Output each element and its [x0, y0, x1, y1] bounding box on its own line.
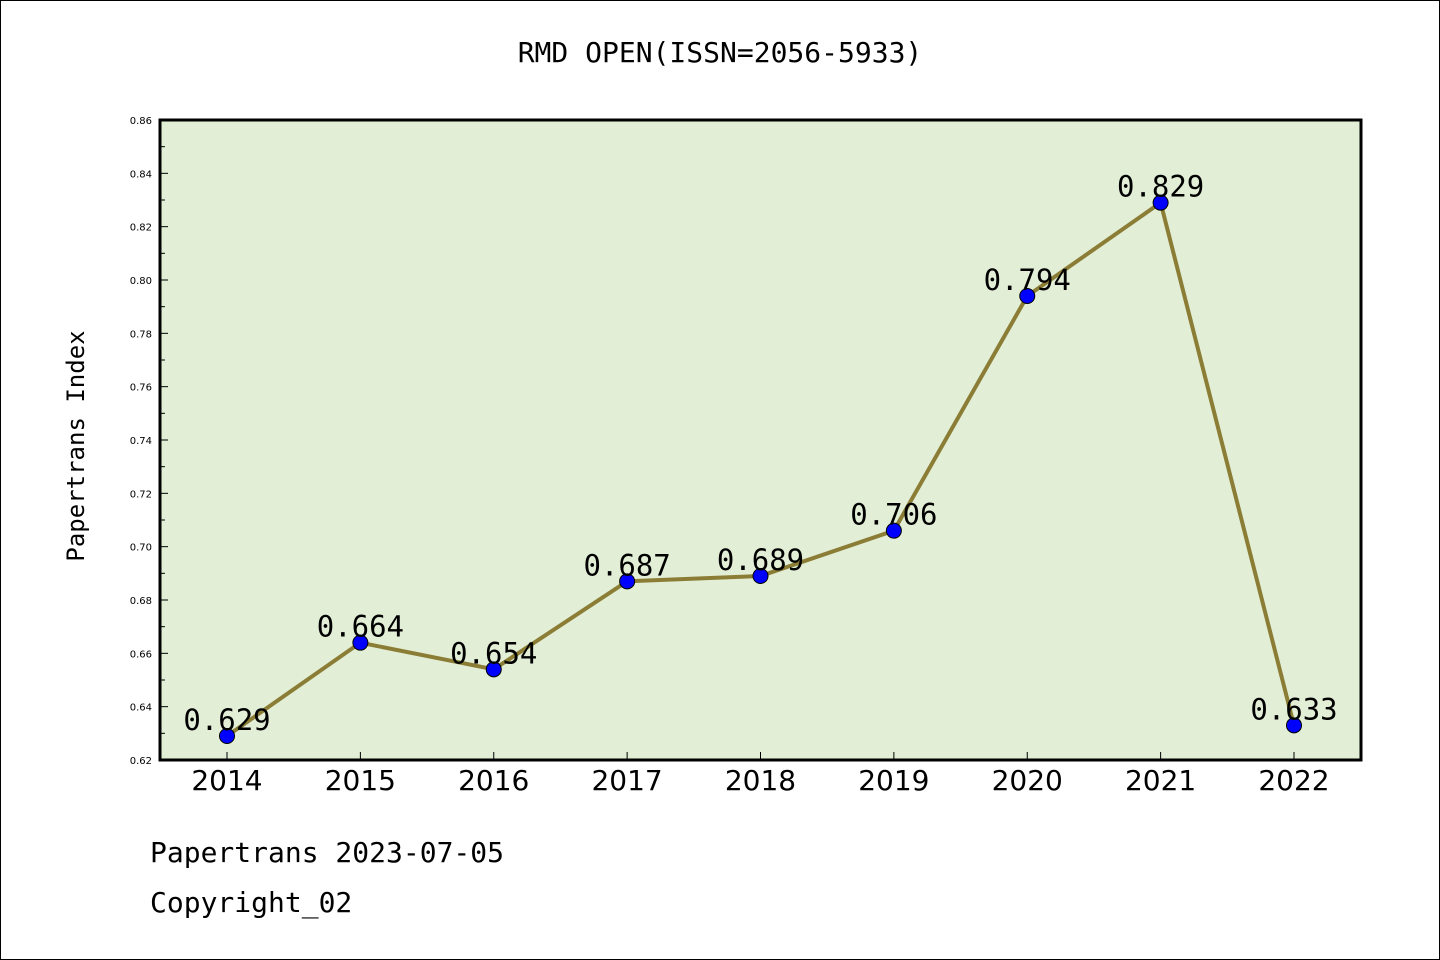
- x-tick-label: 2019: [858, 764, 929, 797]
- y-tick-label: 0.62: [130, 756, 152, 767]
- chart-title: RMD OPEN(ISSN=2056-5933): [517, 36, 923, 69]
- y-tick-label: 0.64: [130, 703, 152, 714]
- data-point: [352, 634, 369, 651]
- y-tick-label: 0.76: [130, 383, 152, 394]
- x-tick-label: 2022: [1258, 764, 1329, 797]
- y-tick-label: 0.68: [130, 596, 152, 607]
- y-tick-label: 0.86: [130, 116, 152, 127]
- y-tick-label: 0.70: [130, 543, 152, 554]
- data-point: [219, 728, 235, 744]
- y-tick-label: 0.78: [130, 329, 152, 340]
- data-labels: 0.629 0.664 0.654 0.687 0.689 0.706 0.794 0.829…: [183, 170, 1337, 737]
- y-tick-label: 0.72: [130, 489, 152, 500]
- footer-copyright: Copyright_02: [150, 886, 353, 919]
- x-tick-label: 2018: [725, 764, 796, 797]
- data-label: 0.829: [1117, 170, 1204, 204]
- data-point: [1019, 288, 1036, 304]
- data-label: 0.654: [450, 636, 537, 670]
- y-tick-label: 0.66: [130, 649, 152, 660]
- data-point: [1152, 194, 1169, 211]
- data-label: 0.687: [583, 548, 670, 582]
- data-label: 0.794: [984, 263, 1071, 297]
- y-tick-label: 0.80: [130, 276, 152, 287]
- x-tick-label: 2015: [325, 764, 396, 797]
- x-tick-label: 2016: [458, 764, 529, 797]
- plot-area: [160, 120, 1361, 760]
- y-tick-label: 0.84: [130, 169, 152, 180]
- data-point: [1286, 717, 1302, 734]
- data-point: [485, 661, 502, 678]
- x-tick-label: 2014: [191, 764, 262, 797]
- data-label: 0.633: [1250, 692, 1337, 726]
- data-label: 0.689: [717, 543, 804, 577]
- data-label: 0.629: [183, 703, 270, 737]
- plot-border: [158, 118, 1363, 762]
- y-axis: 0.62 0.64 0.66 0.68 0.70 0.72 0.74 0.76 0.78 0.80…: [130, 116, 168, 767]
- data-point: [885, 522, 902, 539]
- data-point: [619, 573, 636, 590]
- x-tick-label: 2017: [591, 764, 662, 797]
- series-markers: [219, 194, 1302, 744]
- data-label: 0.706: [850, 498, 937, 532]
- footer-date: Papertrans 2023-07-05: [150, 836, 505, 869]
- x-tick-label: 2021: [1125, 764, 1196, 797]
- x-axis: 2014 2015 2016 2017 2018 2019 2020 2021 2022: [191, 752, 1330, 797]
- y-tick-label: 0.74: [130, 436, 152, 447]
- y-tick-label: 0.82: [130, 223, 152, 234]
- x-tick-label: 2020: [992, 764, 1063, 797]
- data-point: [752, 568, 769, 584]
- data-label: 0.664: [317, 610, 404, 644]
